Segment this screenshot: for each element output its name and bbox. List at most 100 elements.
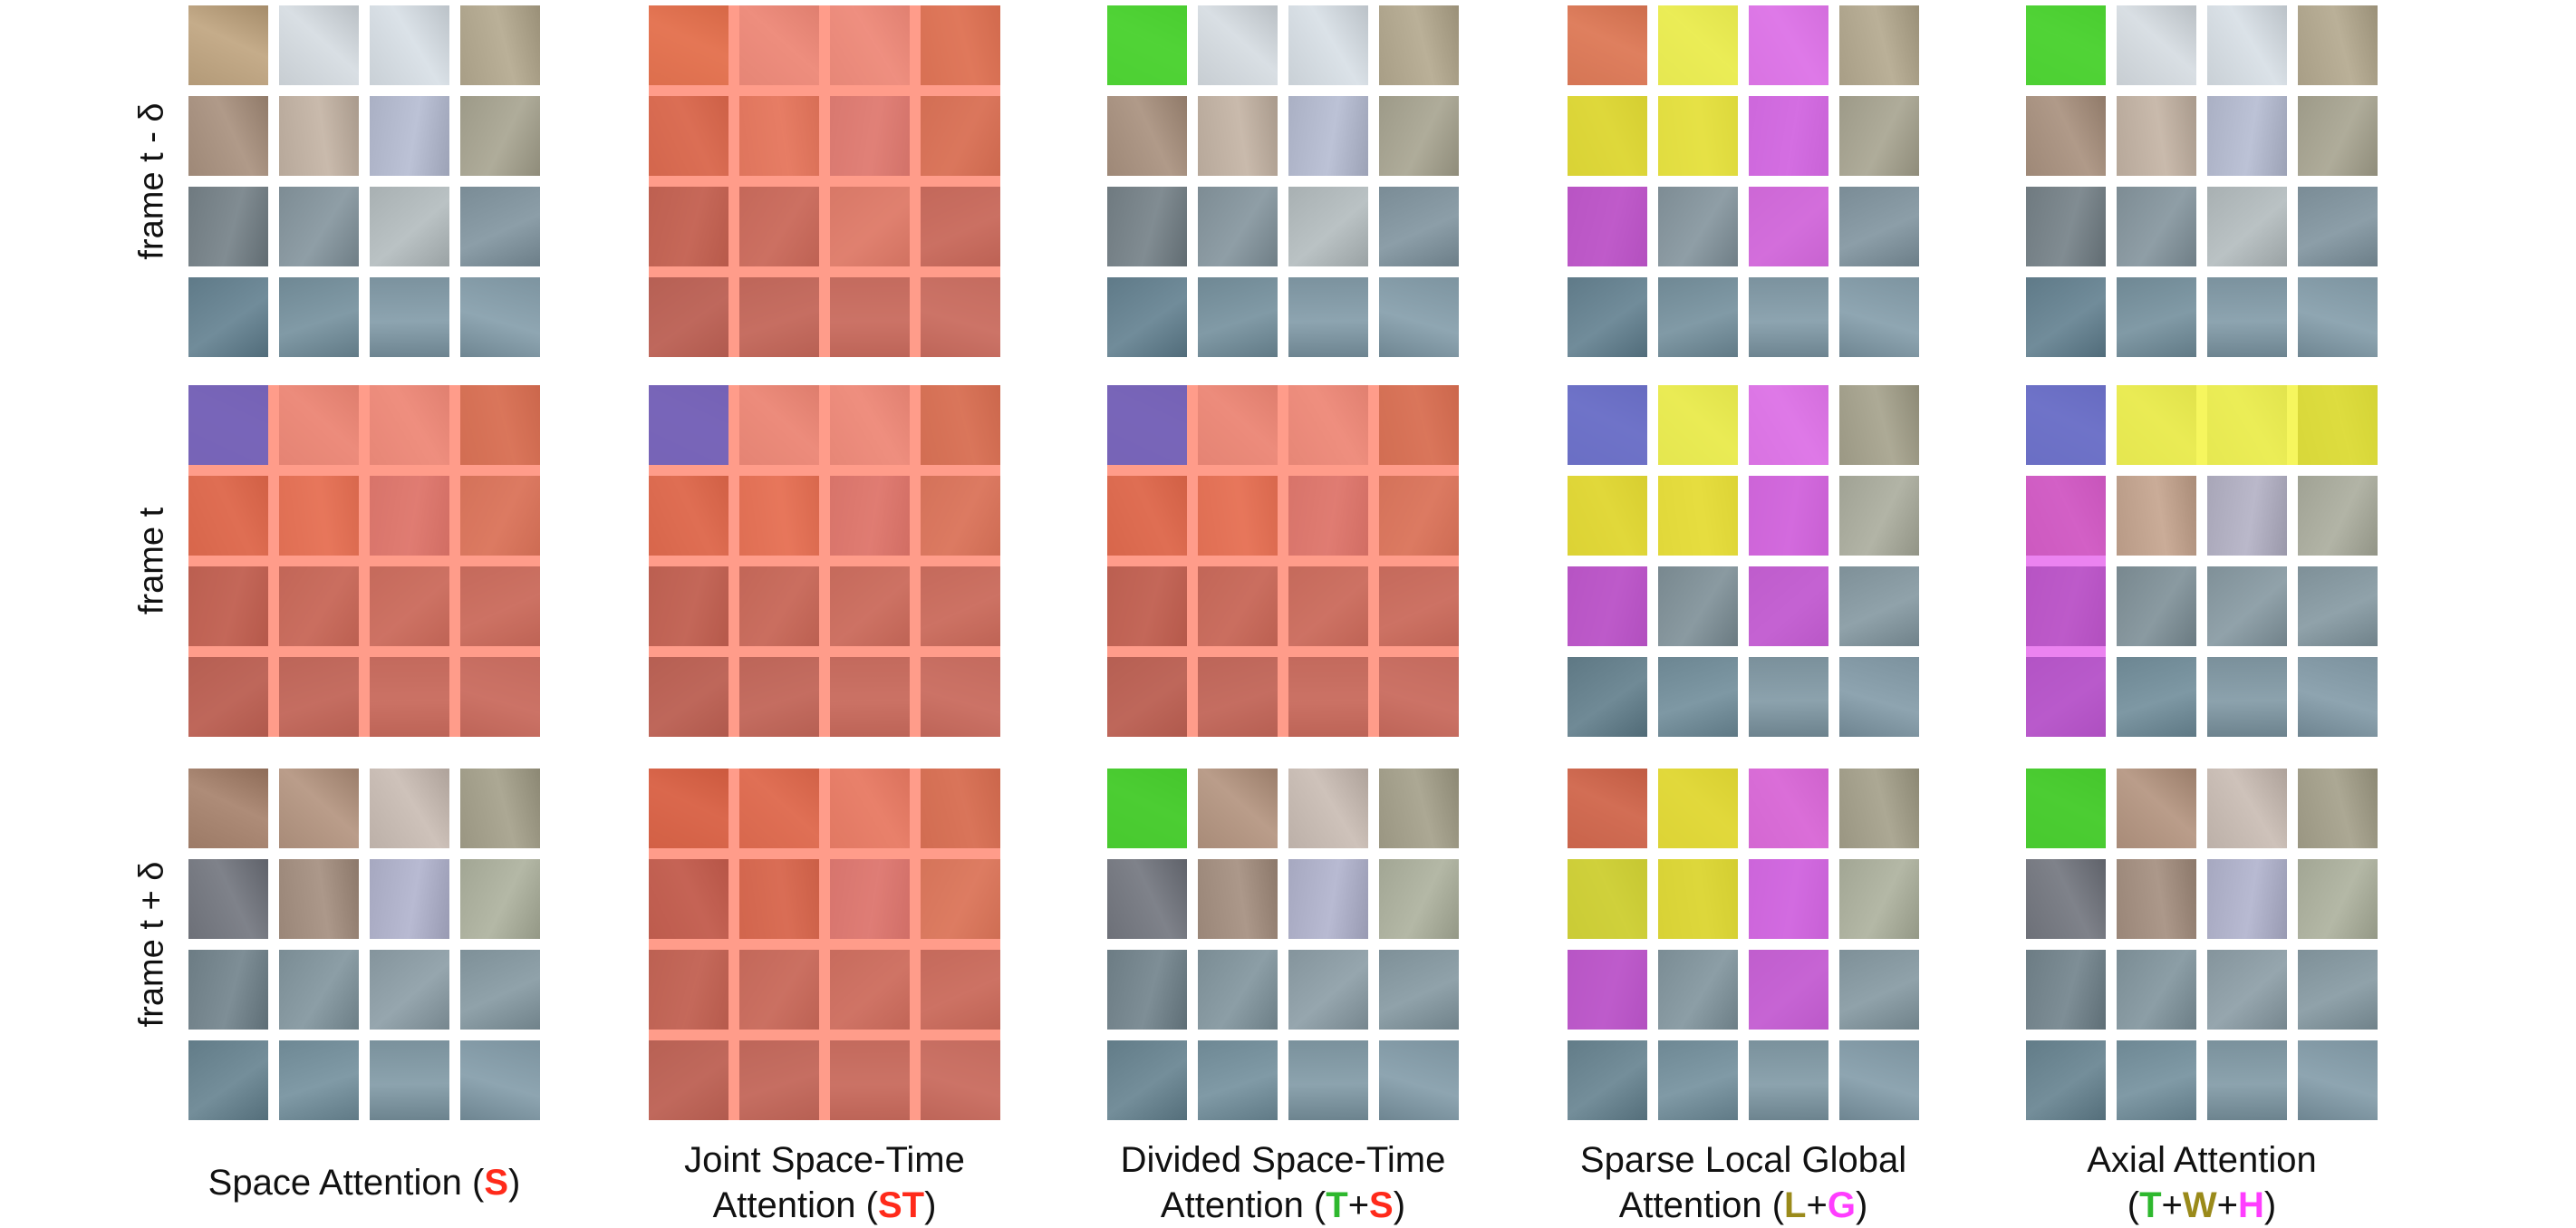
video-patch [279, 5, 359, 85]
video-patch [1379, 859, 1459, 939]
video-patch [1749, 5, 1828, 85]
video-patch [188, 277, 268, 357]
video-patch [188, 950, 268, 1030]
caption-text: Joint Space-Time [684, 1140, 965, 1180]
video-patch [1749, 476, 1828, 556]
caption-text: Space Attention ( [207, 1163, 485, 1203]
video-patch [739, 950, 819, 1030]
video-patch [649, 950, 728, 1030]
video-patch [1749, 657, 1828, 737]
caption-text: ) [1393, 1185, 1406, 1225]
video-patch [188, 476, 268, 556]
video-patch [1749, 566, 1828, 646]
caption-text: + [1806, 1185, 1828, 1225]
video-patch [460, 950, 540, 1030]
video-patch [1288, 187, 1368, 266]
patch-grid-col3-row2 [1107, 385, 1459, 737]
caption-highlight: W [2182, 1185, 2217, 1225]
video-patch [2117, 187, 2196, 266]
video-patch [830, 5, 910, 85]
video-patch [649, 277, 728, 357]
video-patch [1107, 769, 1187, 848]
caption-text: + [1347, 1185, 1370, 1225]
patch-grid-col3-row1 [1107, 5, 1459, 357]
video-patch [2298, 769, 2378, 848]
video-patch [739, 476, 819, 556]
caption-line: Divided Space-Time [1075, 1137, 1491, 1183]
video-patch [2298, 96, 2378, 176]
video-patch [830, 1040, 910, 1120]
patch-grid-col3-row3 [1107, 769, 1459, 1120]
video-patch [370, 566, 449, 646]
video-patch [188, 1040, 268, 1120]
video-patch [649, 187, 728, 266]
video-patch [1379, 566, 1459, 646]
video-patch [830, 385, 910, 465]
video-patch [460, 96, 540, 176]
caption-highlight: L [1784, 1185, 1807, 1225]
video-patch [2026, 96, 2106, 176]
video-patch [2117, 385, 2196, 465]
video-patch [1288, 476, 1368, 556]
video-patch [188, 769, 268, 848]
video-patch [2298, 277, 2378, 357]
video-patch [1198, 5, 1278, 85]
caption-text: ) [924, 1185, 937, 1225]
patch-grid-col1-row1 [188, 5, 540, 357]
video-patch [921, 1040, 1000, 1120]
video-patch [2117, 769, 2196, 848]
video-patch [460, 859, 540, 939]
video-patch [2298, 657, 2378, 737]
caption-col4: Sparse Local Global Attention (L+G) [1535, 1137, 1952, 1228]
video-patch [1379, 96, 1459, 176]
video-patch [649, 5, 728, 85]
video-patch [1658, 385, 1738, 465]
video-patch [2026, 187, 2106, 266]
video-patch [1107, 859, 1187, 939]
video-patch [830, 950, 910, 1030]
video-patch [1198, 476, 1278, 556]
video-patch [2298, 1040, 2378, 1120]
video-patch [739, 277, 819, 357]
video-patch [2117, 96, 2196, 176]
video-patch [370, 277, 449, 357]
video-patch [2117, 950, 2196, 1030]
video-patch [1379, 1040, 1459, 1120]
video-patch [1107, 96, 1187, 176]
video-patch [2026, 476, 2106, 556]
video-patch [1568, 859, 1647, 939]
caption-col1: Space Attention (S) [156, 1160, 573, 1205]
row-label-1: frame t - δ [132, 102, 171, 260]
video-patch [1568, 950, 1647, 1030]
video-patch [1198, 566, 1278, 646]
video-patch [188, 385, 268, 465]
video-patch [1198, 187, 1278, 266]
video-patch [1198, 385, 1278, 465]
video-patch [1839, 859, 1919, 939]
video-patch [2207, 476, 2287, 556]
video-patch [1107, 5, 1187, 85]
caption-line: Joint Space-Time [616, 1137, 1033, 1183]
video-patch [279, 476, 359, 556]
caption-col5: Axial Attention (T+W+H) [1993, 1137, 2410, 1228]
patch-grid-col2-row1 [649, 5, 1000, 357]
caption-highlight: ST [877, 1185, 925, 1225]
video-patch [279, 859, 359, 939]
video-patch [1288, 769, 1368, 848]
video-patch [2207, 385, 2287, 465]
video-patch [830, 277, 910, 357]
video-patch [370, 5, 449, 85]
video-patch [921, 277, 1000, 357]
caption-text: ) [1855, 1185, 1868, 1225]
video-patch [1749, 769, 1828, 848]
video-patch [460, 385, 540, 465]
video-patch [2207, 769, 2287, 848]
video-patch [370, 187, 449, 266]
video-patch [739, 187, 819, 266]
video-patch [1288, 859, 1368, 939]
video-patch [370, 657, 449, 737]
video-patch [739, 385, 819, 465]
video-patch [1749, 277, 1828, 357]
caption-text: ( [2127, 1185, 2140, 1225]
video-patch [2207, 187, 2287, 266]
